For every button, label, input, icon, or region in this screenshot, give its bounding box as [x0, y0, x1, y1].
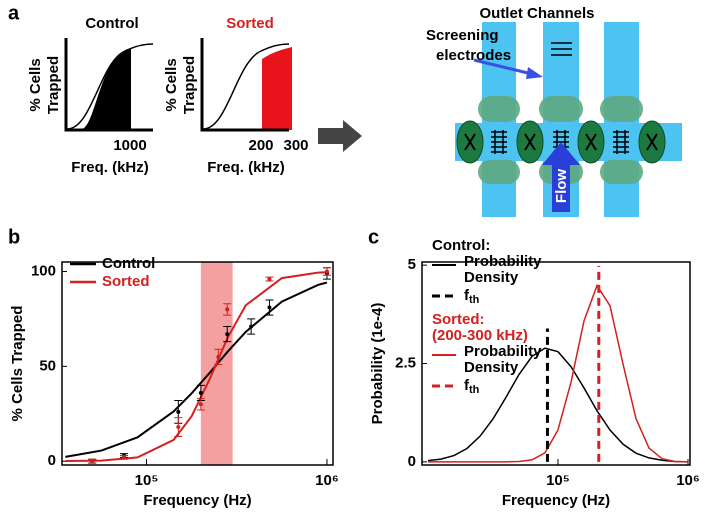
legend-title: Sorted:	[432, 311, 485, 328]
sorted-mini-plot	[200, 38, 292, 132]
legend-label: fth	[464, 287, 480, 306]
x-tick-label: 10⁵	[135, 472, 159, 489]
mini-title: Sorted	[226, 15, 274, 32]
legend-label: Sorted	[102, 273, 150, 290]
diagram-label: electrodes	[436, 47, 511, 64]
fit-curve	[65, 271, 328, 463]
y-axis-label: % Cells Trapped	[9, 306, 26, 422]
mini-tick: 200	[248, 137, 273, 154]
density-curve	[427, 283, 689, 463]
legend-label: Control	[102, 255, 155, 272]
axes-box	[61, 261, 334, 466]
y-tick-label: 5	[408, 256, 416, 273]
mini-ylabel: Trapped	[45, 56, 62, 114]
mini-ylabel: % Cells	[27, 58, 44, 111]
process-arrow	[318, 120, 362, 152]
y-tick-label: 2.5	[395, 354, 416, 371]
legend-symbol: f	[464, 377, 470, 394]
legend-label: fth	[464, 377, 480, 396]
x-tick-label: 10⁶	[676, 472, 700, 489]
mini-ylabel: Trapped	[181, 56, 198, 114]
data-point	[267, 305, 272, 310]
mini-tick: 1000	[113, 137, 146, 154]
mini-xlabel: Freq. (kHz)	[207, 159, 285, 176]
legend-title: (200-300 kHz)	[432, 327, 528, 344]
legend-subscript: th	[469, 384, 480, 396]
legend-label: Probability	[464, 253, 542, 270]
diagram-title: Outlet Channels	[479, 5, 594, 22]
data-point	[198, 402, 203, 407]
density-curve	[427, 347, 689, 463]
data-point	[249, 324, 254, 329]
legend-label: Density	[464, 269, 519, 286]
panel-label: b	[8, 226, 20, 248]
y-tick-label: 50	[39, 357, 56, 374]
y-tick-label: 100	[31, 262, 56, 279]
mini-xlabel: Freq. (kHz)	[71, 159, 149, 176]
panel-label: a	[8, 2, 20, 24]
data-point	[90, 459, 95, 464]
mini-tick: 300	[283, 137, 308, 154]
x-tick-label: 10⁶	[315, 472, 339, 489]
mini-ylabel: % Cells	[163, 58, 180, 111]
y-axis-label: Probability (1e-4)	[369, 303, 386, 425]
y-tick-label: 0	[408, 453, 416, 470]
x-axis-label: Frequency (Hz)	[143, 492, 251, 509]
x-axis-label: Frequency (Hz)	[502, 492, 610, 509]
y-tick-label: 0	[48, 452, 56, 469]
data-point	[216, 354, 221, 359]
legend-label: Density	[464, 359, 519, 376]
data-point	[324, 269, 329, 274]
data-point	[176, 425, 181, 430]
diagram-label: Screening	[426, 27, 499, 44]
data-point	[267, 277, 272, 282]
legend-title: Control:	[432, 237, 490, 254]
flow-label: Flow	[553, 169, 570, 203]
mini-title: Control	[85, 15, 138, 32]
channel-diagram	[455, 22, 682, 217]
data-point	[198, 390, 203, 395]
legend-symbol: f	[464, 287, 470, 304]
data-point	[121, 455, 126, 460]
panel-label: c	[368, 226, 379, 248]
data-point	[225, 307, 230, 312]
x-tick-label: 10⁵	[546, 472, 570, 489]
data-point	[176, 409, 181, 414]
fit-curve	[65, 281, 328, 458]
legend-label: Probability	[464, 343, 542, 360]
control-mini-plot	[64, 38, 154, 132]
data-point	[225, 332, 230, 337]
legend-subscript: th	[469, 294, 480, 306]
